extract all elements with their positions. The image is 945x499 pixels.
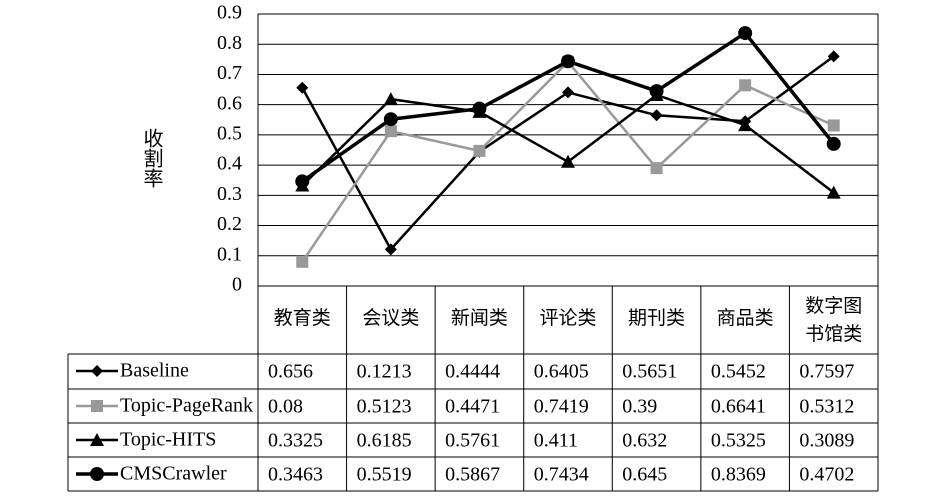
table-value: 0.7597 bbox=[799, 361, 854, 383]
marker bbox=[473, 144, 486, 157]
category-cell: 新闻类 bbox=[450, 307, 508, 329]
marker bbox=[296, 255, 309, 268]
y-tick-label: 0.1 bbox=[217, 243, 242, 265]
marker bbox=[649, 84, 664, 99]
x-tick-label: 商品类 bbox=[716, 307, 774, 329]
table-value: 0.7419 bbox=[534, 396, 589, 418]
marker bbox=[472, 101, 487, 116]
marker bbox=[561, 54, 575, 69]
x-tick-label: 教育类 bbox=[273, 307, 331, 329]
category-cell: 会议类 bbox=[362, 307, 420, 329]
category-cell: 教育类 bbox=[273, 307, 331, 329]
marker bbox=[383, 92, 398, 106]
table-value: 0.645 bbox=[622, 464, 667, 486]
marker bbox=[90, 433, 104, 446]
marker bbox=[91, 400, 103, 412]
table-value: 0.1213 bbox=[357, 361, 412, 383]
y-tick-label: 0.7 bbox=[217, 62, 242, 84]
legend-label: CMSCrawler bbox=[120, 463, 227, 485]
table-value: 0.5761 bbox=[445, 430, 500, 452]
table-value: 0.4702 bbox=[799, 464, 854, 486]
table-value: 0.3325 bbox=[268, 430, 323, 452]
marker bbox=[738, 26, 753, 41]
y-tick-label: 0.8 bbox=[217, 32, 242, 54]
x-tick-label: 评论类 bbox=[539, 307, 597, 329]
marker bbox=[826, 185, 841, 199]
marker bbox=[738, 118, 753, 132]
marker bbox=[561, 154, 575, 168]
table-value: 0.5312 bbox=[799, 396, 854, 418]
y-tick-label: 0.6 bbox=[217, 92, 242, 114]
x-tick-label: 新闻类 bbox=[450, 307, 508, 329]
marker bbox=[827, 119, 840, 132]
table-value: 0.4444 bbox=[445, 361, 500, 383]
table-value: 0.3463 bbox=[268, 464, 323, 486]
x-tick-label: 数字图书馆类 bbox=[805, 295, 863, 345]
table-value: 0.39 bbox=[622, 396, 657, 418]
y-tick-label: 0.2 bbox=[217, 213, 242, 235]
y-axis-label: 收割率 bbox=[140, 128, 164, 188]
y-tick-label: 0 bbox=[232, 274, 242, 296]
table-value: 0.6185 bbox=[357, 430, 412, 452]
table-value: 0.08 bbox=[268, 396, 303, 418]
y-tick-label: 0.5 bbox=[217, 122, 242, 144]
legend-label: Topic-PageRank bbox=[120, 395, 253, 417]
table-value: 0.4471 bbox=[445, 396, 500, 418]
table-value: 0.5325 bbox=[711, 430, 766, 452]
category-cell: 数字图书馆类 bbox=[805, 295, 863, 345]
marker bbox=[650, 162, 663, 175]
x-tick-label: 会议类 bbox=[362, 307, 420, 329]
y-tick-label: 0.9 bbox=[217, 2, 242, 24]
table-value: 0.5651 bbox=[622, 361, 677, 383]
marker bbox=[650, 109, 663, 122]
table-value: 0.6641 bbox=[711, 396, 766, 418]
table-value: 0.7434 bbox=[534, 464, 589, 486]
legend-label: Baseline bbox=[120, 360, 189, 382]
marker bbox=[91, 365, 103, 377]
table-value: 0.5519 bbox=[357, 464, 412, 486]
marker bbox=[295, 174, 310, 189]
marker bbox=[384, 243, 397, 256]
marker bbox=[90, 467, 104, 481]
table-value: 0.3089 bbox=[799, 430, 854, 452]
x-tick-label: 期刊类 bbox=[628, 307, 686, 329]
table-value: 0.6405 bbox=[534, 361, 589, 383]
category-cell: 期刊类 bbox=[628, 307, 686, 329]
marker bbox=[384, 125, 397, 138]
table-value: 0.5867 bbox=[445, 464, 500, 486]
table-value: 0.411 bbox=[534, 430, 578, 452]
category-cell: 商品类 bbox=[716, 307, 774, 329]
marker bbox=[562, 86, 574, 99]
marker bbox=[296, 81, 309, 94]
marker bbox=[826, 136, 841, 151]
series-line bbox=[301, 55, 835, 252]
marker bbox=[383, 112, 398, 127]
table-value: 0.8369 bbox=[711, 464, 766, 486]
marker bbox=[739, 79, 752, 92]
category-cell: 评论类 bbox=[539, 307, 597, 329]
table-value: 0.656 bbox=[268, 361, 313, 383]
table-value: 0.5123 bbox=[357, 396, 412, 418]
legend-label: Topic-HITS bbox=[120, 429, 216, 451]
marker bbox=[827, 50, 840, 63]
table-value: 0.632 bbox=[622, 430, 667, 452]
y-tick-label: 0.3 bbox=[217, 183, 242, 205]
y-tick-label: 0.4 bbox=[217, 153, 242, 175]
table-value: 0.5452 bbox=[711, 361, 766, 383]
